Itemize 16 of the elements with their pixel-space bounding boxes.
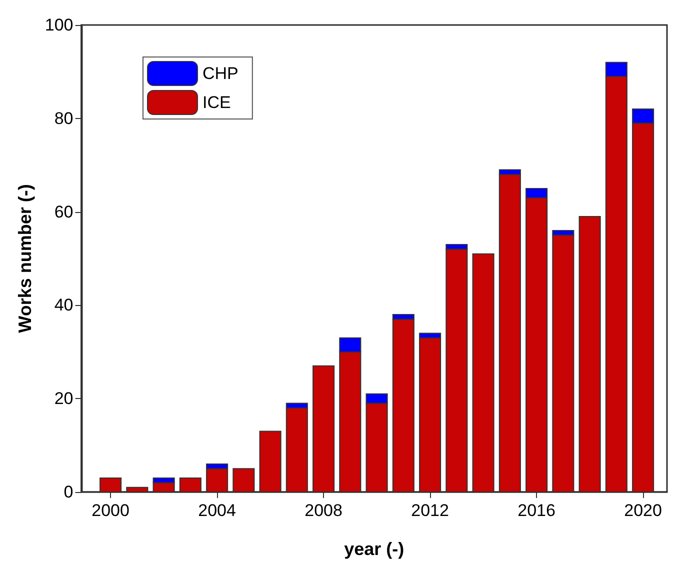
y-tick-label: 40 [54, 296, 74, 315]
legend-label: CHP [202, 64, 238, 83]
y-axis-title: Works number (-) [15, 184, 35, 333]
x-tick-label: 2016 [518, 501, 556, 520]
y-tick-label: 20 [54, 389, 74, 408]
y-tick-label: 100 [44, 16, 74, 34]
y-tick-label: 60 [54, 202, 74, 222]
x-tick-label: 2008 [304, 501, 342, 520]
x-axis-title: year (-) [344, 539, 404, 559]
y-tick-label: 80 [54, 108, 74, 128]
x-tick-label: 2000 [92, 501, 130, 520]
legend-label: ICE [202, 93, 231, 112]
x-tick-label: 2012 [411, 501, 449, 520]
x-tick-label: 2020 [624, 501, 662, 520]
y-tick-label: 0 [64, 482, 74, 502]
x-tick-label: 2004 [198, 501, 236, 520]
